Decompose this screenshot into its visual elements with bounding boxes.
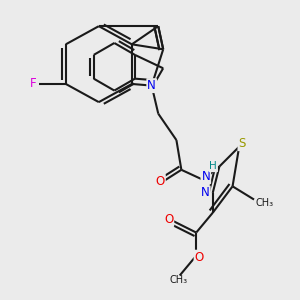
Text: O: O xyxy=(156,175,165,188)
Text: N: N xyxy=(201,186,210,200)
Text: F: F xyxy=(30,77,37,91)
Text: O: O xyxy=(195,251,204,264)
Text: S: S xyxy=(238,137,246,150)
Text: CH₃: CH₃ xyxy=(256,197,274,208)
Text: H: H xyxy=(209,161,217,171)
Text: O: O xyxy=(164,213,173,226)
Text: CH₃: CH₃ xyxy=(169,275,187,285)
Text: N: N xyxy=(201,170,210,183)
Text: N: N xyxy=(147,79,156,92)
